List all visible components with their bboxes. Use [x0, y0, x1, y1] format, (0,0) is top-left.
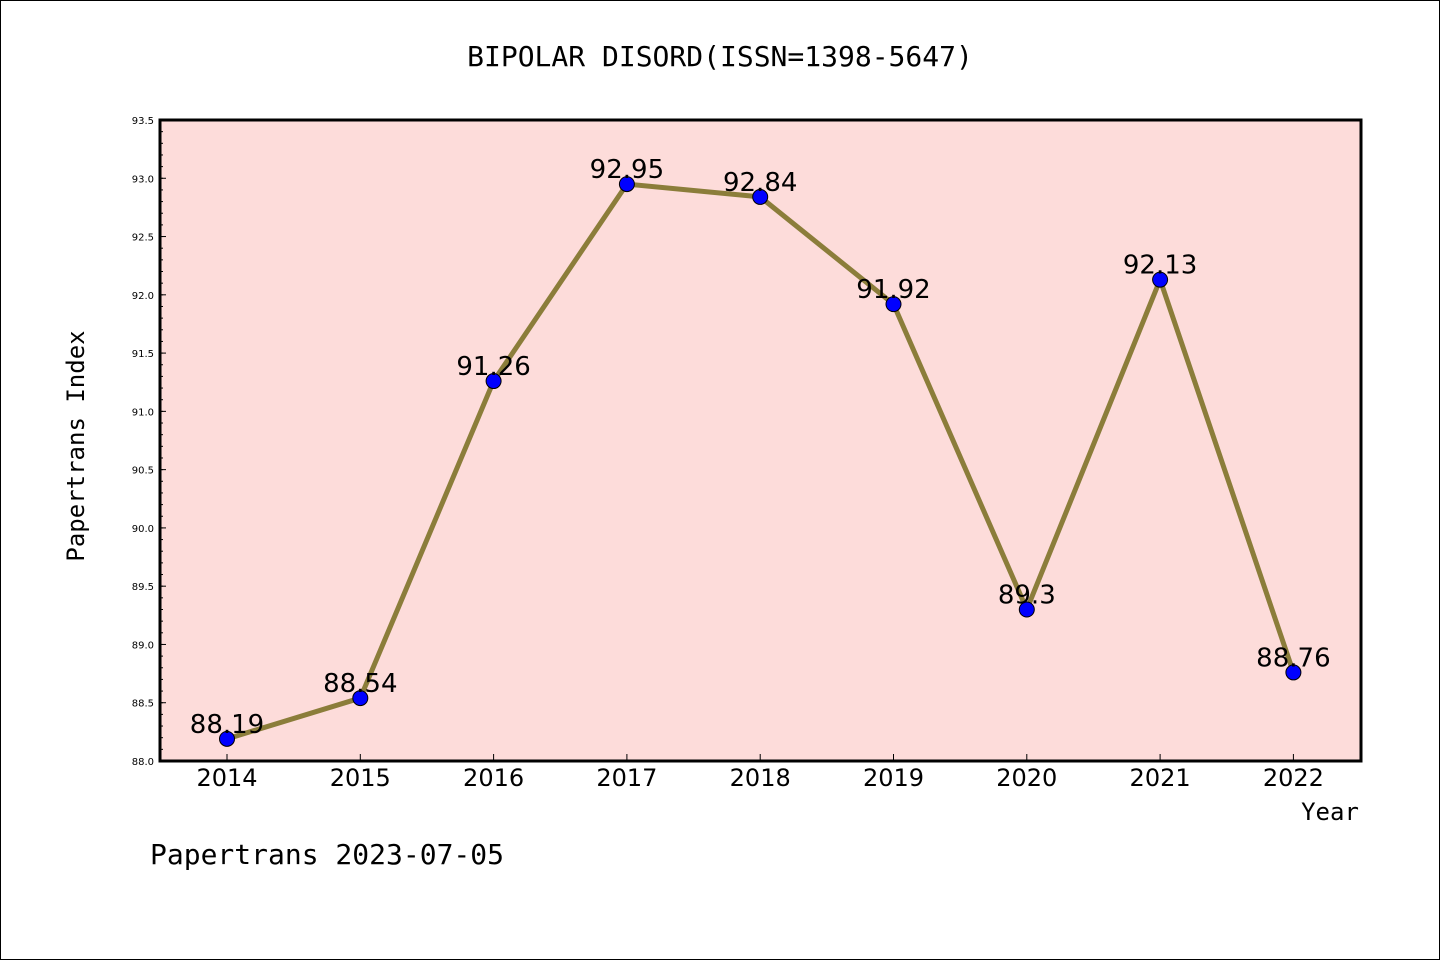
y-tick-label: 90.5	[132, 466, 154, 477]
chart-title: BIPOLAR DISORD(ISSN=1398-5647)	[467, 40, 973, 73]
x-tick-label: 2021	[1130, 764, 1191, 792]
x-tick-label: 2019	[863, 764, 924, 792]
y-axis-label: Papertrans Index	[62, 330, 90, 561]
y-tick-label: 88.0	[132, 757, 154, 768]
y-tick-label: 93.5	[132, 116, 154, 127]
data-label: 92.13	[1123, 251, 1197, 281]
data-point	[352, 690, 369, 707]
x-axis: 2014 2015 2016 2017 2018 2019 2020 2021 2022	[196, 754, 1324, 792]
plot-area	[158, 118, 1363, 763]
y-tick-label: 90.0	[132, 524, 154, 535]
data-points	[219, 176, 1302, 747]
x-tick-label: 2016	[463, 764, 524, 792]
data-point	[1152, 271, 1169, 288]
x-tick-label: 2014	[196, 764, 257, 792]
x-tick-label: 2018	[730, 764, 791, 792]
data-point	[1018, 601, 1035, 618]
data-label: 89.3	[998, 580, 1056, 610]
data-label: 92.84	[723, 168, 797, 198]
data-label: 91.92	[856, 275, 930, 305]
y-tick-label: 88.5	[132, 699, 154, 710]
data-label: 92.95	[590, 155, 664, 185]
y-tick-label: 89.5	[132, 582, 154, 593]
y-tick-label: 91.5	[132, 349, 154, 360]
data-point	[752, 188, 769, 205]
data-label: 88.19	[190, 710, 264, 740]
y-tick-label: 91.0	[132, 407, 154, 418]
data-point	[885, 296, 902, 313]
x-tick-label: 2015	[330, 764, 391, 792]
x-axis-label: Year	[1301, 798, 1359, 826]
data-point	[219, 730, 235, 747]
y-tick-label: 92.0	[132, 291, 154, 302]
y-tick-label: 92.5	[132, 233, 154, 244]
data-point	[1285, 664, 1302, 681]
y-tick-label: 93.0	[132, 174, 154, 185]
x-tick-label: 2020	[996, 764, 1057, 792]
data-label: 88.54	[323, 669, 397, 699]
x-tick-label: 2017	[596, 764, 657, 792]
x-tick-label: 2022	[1263, 764, 1324, 792]
data-label: 91.26	[456, 352, 530, 382]
y-tick-label: 89.0	[132, 640, 154, 651]
y-axis: 88.0 88.5 89.0 89.5 90.0 90.5 91.0 91.5 92.0 92.5…	[132, 116, 166, 768]
data-point	[485, 373, 502, 390]
data-point	[618, 176, 635, 193]
data-labels: 88.19 88.54 91.26 92.95 92.84 91.92 89.3 92.13 8…	[190, 155, 1331, 740]
data-label: 88.76	[1256, 643, 1330, 673]
footer-text: Papertrans 2023-07-05	[150, 838, 504, 871]
